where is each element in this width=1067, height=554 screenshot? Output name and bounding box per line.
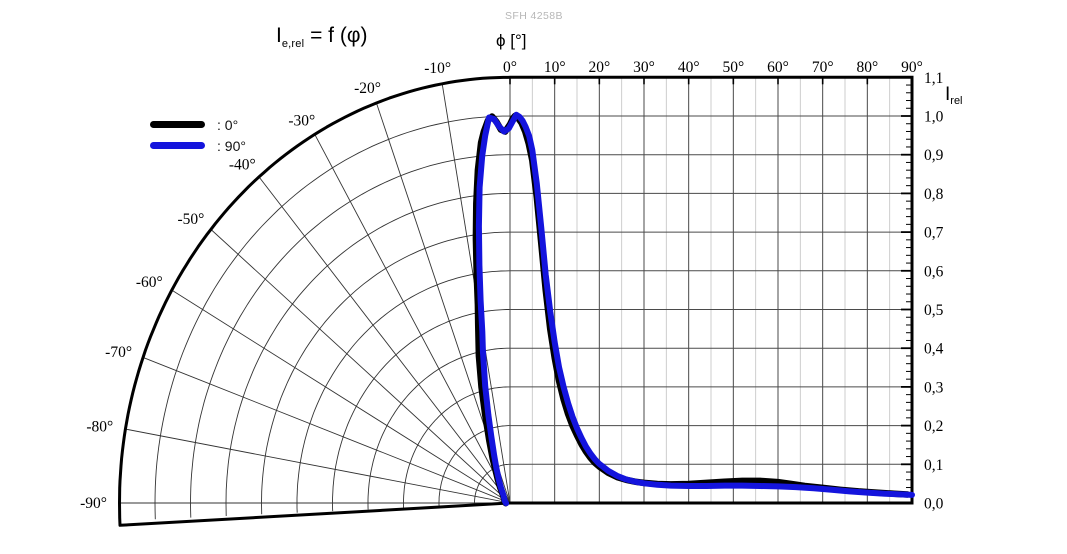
curve-90deg — [475, 111, 915, 507]
svg-text:-40°: -40° — [229, 157, 256, 174]
legend-label-90deg: : 90° — [217, 137, 246, 154]
svg-text:0,6: 0,6 — [924, 263, 944, 280]
svg-text:0°: 0° — [503, 59, 517, 76]
legend: : 0° : 90° — [150, 114, 246, 156]
y-axis-title: Irel — [945, 84, 963, 107]
part-number-label: SFH 4258B — [505, 10, 563, 22]
legend-item-0deg: : 0° — [150, 114, 246, 135]
legend-item-90deg: : 90° — [150, 135, 246, 156]
y-axis-symbol-subscript: rel — [950, 95, 963, 107]
svg-text:30°: 30° — [633, 59, 655, 76]
svg-text:-20°: -20° — [354, 80, 381, 97]
title-equation: = f (φ) — [304, 24, 368, 47]
svg-text:0,3: 0,3 — [924, 379, 944, 396]
svg-text:0,9: 0,9 — [924, 147, 944, 164]
svg-text:1,0: 1,0 — [924, 109, 944, 126]
svg-text:-30°: -30° — [288, 112, 315, 129]
svg-text:90°: 90° — [901, 59, 923, 76]
svg-text:-90°: -90° — [80, 495, 107, 512]
svg-text:1,1: 1,1 — [924, 70, 943, 87]
svg-text:0,4: 0,4 — [924, 341, 944, 358]
svg-text:70°: 70° — [812, 59, 834, 76]
svg-text:0,2: 0,2 — [924, 418, 943, 435]
title-symbol-subscript: e,rel — [281, 38, 305, 50]
svg-text:40°: 40° — [678, 59, 700, 76]
svg-text:10°: 10° — [544, 59, 566, 76]
legend-label-0deg: : 0° — [217, 116, 239, 133]
svg-text:0,0: 0,0 — [924, 496, 944, 513]
svg-text:-60°: -60° — [136, 274, 163, 291]
svg-text:50°: 50° — [722, 59, 744, 76]
svg-text:0,7: 0,7 — [924, 225, 944, 242]
x-axis-title: ϕ [°] — [496, 31, 527, 50]
legend-swatch-0deg — [150, 121, 205, 128]
svg-text:0,8: 0,8 — [924, 186, 944, 203]
svg-text:20°: 20° — [588, 59, 610, 76]
svg-text:0,5: 0,5 — [924, 302, 944, 319]
svg-text:0,1: 0,1 — [924, 457, 943, 474]
figure-title: Ie,rel = f (φ) — [276, 24, 367, 50]
svg-text:-70°: -70° — [105, 344, 132, 361]
title-symbol: I — [276, 24, 282, 47]
svg-text:80°: 80° — [856, 59, 878, 76]
svg-text:-50°: -50° — [178, 211, 205, 228]
y-axis-symbol: I — [945, 84, 951, 105]
svg-text:-10°: -10° — [424, 60, 451, 77]
svg-text:-80°: -80° — [86, 418, 113, 435]
legend-swatch-90deg — [150, 142, 205, 149]
svg-text:60°: 60° — [767, 59, 789, 76]
